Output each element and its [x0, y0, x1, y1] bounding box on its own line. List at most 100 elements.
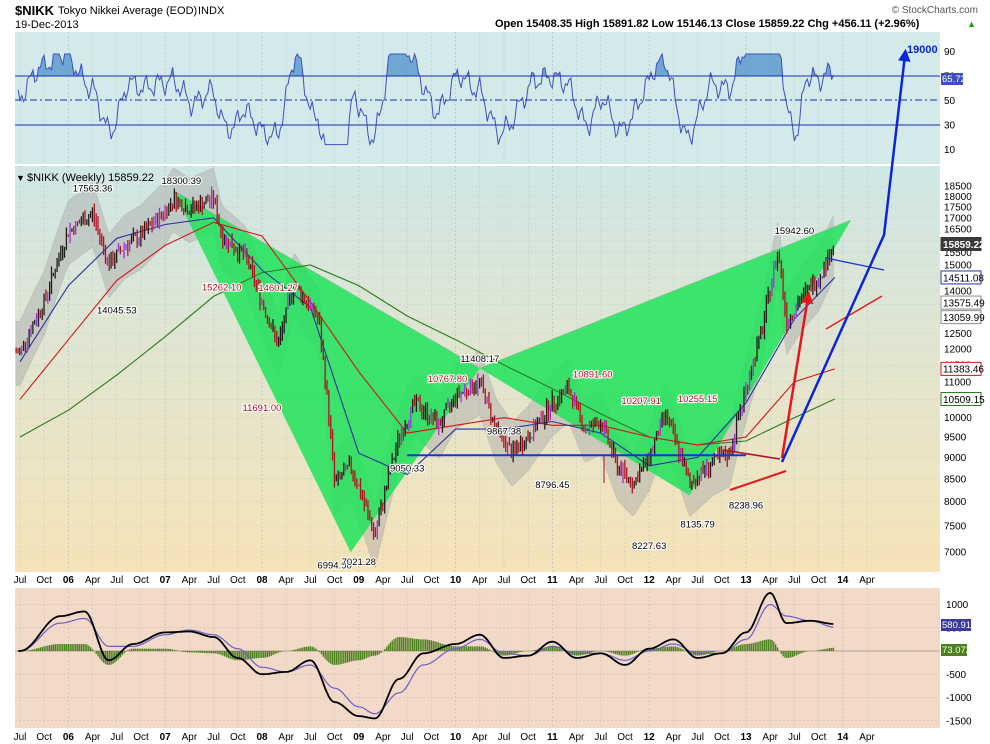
price-annotation: 6994.90	[317, 560, 351, 571]
x-tick-label: 13	[740, 732, 752, 743]
x-tick-label: Jul	[207, 575, 220, 586]
macd-current-label: 580.910	[942, 620, 976, 631]
rsi-tick-label: 90	[944, 47, 956, 58]
x-tick-label: Jul	[498, 575, 511, 586]
x-tick-label: 08	[256, 575, 268, 586]
x-tick-label: Apr	[472, 732, 488, 743]
macd-histogram	[21, 637, 835, 665]
symbol-label: $NIKK	[15, 3, 55, 18]
x-tick-label: 09	[353, 575, 365, 586]
macd-tick-label: -1500	[946, 716, 972, 727]
x-tick-label: Apr	[375, 575, 391, 586]
price-annotation: 10767.80	[428, 374, 468, 385]
x-tick-label: Apr	[859, 575, 875, 586]
x-tick-label: 06	[63, 575, 75, 586]
x-tick-label: Oct	[811, 575, 827, 586]
price-annotation: 11691.00	[243, 403, 282, 414]
chart-title-prefix: ▼	[16, 173, 25, 183]
x-tick-label: Jul	[207, 732, 220, 743]
x-tick-label: Apr	[182, 732, 198, 743]
rsi-axis: 9070503010	[944, 47, 956, 156]
x-tick-label: 14	[837, 732, 849, 743]
y-tick-label: 8000	[944, 497, 967, 508]
y-tick-label: 11000	[944, 377, 972, 388]
macd-panel: 1000500-500-1000-1500 580.910 73.072	[15, 588, 976, 728]
y-tick-label: 18000	[944, 192, 972, 203]
ohlc-summary: Open 15408.35 High 15891.82 Low 15146.13…	[495, 18, 920, 30]
x-tick-label: Oct	[424, 732, 440, 743]
x-tick-label: Apr	[762, 732, 778, 743]
chart-title: $NIKK (Weekly) 15859.22	[27, 172, 154, 184]
y-tick-label: 7000	[944, 548, 967, 559]
price-annotations: 17563.36 18300.39 14045.53 15262.10 14601.27…	[72, 175, 816, 572]
x-tick-label: Apr	[569, 575, 585, 586]
price-annotation: 7021.28	[342, 557, 376, 568]
x-tick-label: Oct	[520, 732, 536, 743]
price-box-label: 10509.15	[943, 395, 985, 406]
x-tick-label: Jul	[304, 575, 317, 586]
y-tick-label: 18500	[944, 182, 972, 193]
ma-mid-line	[19, 221, 835, 446]
price-annotation: 17563.36	[73, 184, 113, 195]
x-tick-label: 10	[450, 732, 462, 743]
price-box	[940, 295, 982, 310]
x-tick-label: Apr	[375, 732, 391, 743]
price-box-label: 15859.22	[943, 240, 985, 251]
target-arrow	[780, 290, 814, 459]
macd-hist-box	[941, 644, 967, 656]
price-box	[940, 361, 982, 376]
x-tick-label: Jul	[788, 732, 801, 743]
macd-current-box	[941, 619, 971, 631]
x-tick-label: Oct	[133, 575, 149, 586]
price-annotation: 10207.91	[621, 396, 661, 407]
x-tick-label: 08	[256, 732, 268, 743]
price-box-label: 14511.08	[943, 273, 984, 284]
pattern-edge	[173, 189, 480, 369]
x-tick-label: 13	[740, 575, 752, 586]
y-tick-label: 8500	[944, 474, 967, 485]
x-tick-label: Apr	[278, 732, 294, 743]
macd-hist-label: 73.072	[942, 645, 971, 656]
x-tick-label: Apr	[472, 575, 488, 586]
price-annotation: 10255.15	[678, 394, 718, 405]
x-tick-label: Jul	[304, 732, 317, 743]
price-annotation: 18300.39	[162, 176, 202, 187]
x-tick-label: Oct	[230, 575, 246, 586]
x-tick-label: Apr	[85, 575, 101, 586]
x-tick-label: Oct	[230, 732, 246, 743]
x-tick-label: 11	[547, 732, 558, 743]
y-tick-label: 9500	[944, 432, 967, 443]
y-tick-label: 10000	[944, 413, 972, 424]
y-tick-label: 17500	[944, 202, 972, 213]
date-label: 19-Dec-2013	[15, 19, 79, 31]
y-tick-label: 15000	[944, 260, 972, 271]
x-tick-label: Jul	[594, 575, 607, 586]
price-annotation: 8135.79	[680, 519, 714, 530]
price-annotation: 9867.38	[487, 427, 521, 438]
price-box-label: 13059.99	[943, 313, 985, 324]
price-boxes: 15859.22 14511.08 13575.49 13059.99 11383.46…	[940, 237, 985, 406]
rsi-tick-label: 50	[944, 96, 956, 107]
x-tick-label: Oct	[327, 732, 343, 743]
price-box-label: 13575.49	[943, 298, 985, 309]
price-box	[940, 237, 982, 252]
chart-header: $NIKK Tokyo Nikkei Average (EOD) INDX 19…	[15, 3, 978, 31]
pattern-triangle	[173, 190, 480, 553]
price-annotation: 15942.60	[775, 226, 815, 237]
macd-signal-line	[18, 603, 834, 715]
y-tick-label: 14000	[944, 286, 972, 297]
macd-tick-label: -500	[946, 670, 966, 681]
target-label: 19000	[907, 44, 938, 56]
x-tick-label: 06	[63, 732, 75, 743]
price-annotation: 15262.10	[202, 282, 242, 293]
rsi-current-box	[941, 73, 963, 85]
x-axis: Jul Oct 06 Apr Jul Oct 07 Apr Jul Oct 08 Apr Jul Oct 0…	[14, 575, 876, 586]
y-tick-label: 16500	[944, 225, 972, 236]
pattern-triangle	[479, 220, 851, 496]
price-annotation: 9050.33	[390, 463, 424, 474]
y-tick-label: 12000	[944, 345, 972, 356]
x-tick-label: Apr	[859, 732, 875, 743]
x-tick-label: Apr	[762, 575, 778, 586]
x-tick-label: Jul	[691, 732, 704, 743]
x-tick-label: Jul	[401, 575, 414, 586]
